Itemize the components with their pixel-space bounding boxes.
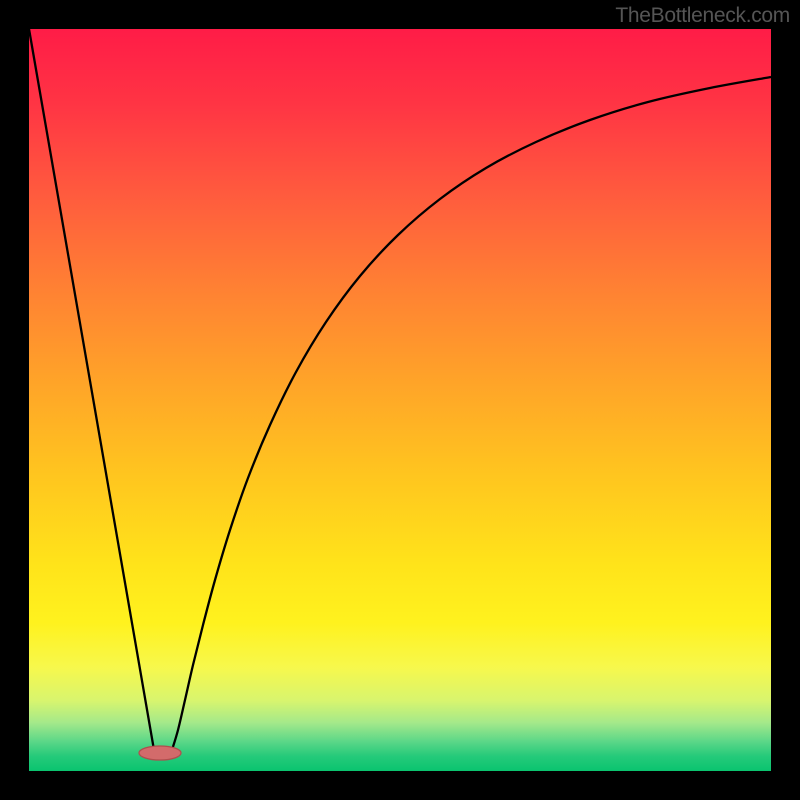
chart-svg — [0, 0, 800, 800]
watermark-text: TheBottleneck.com — [615, 4, 790, 28]
chart-container — [0, 0, 800, 800]
plot-background — [29, 29, 771, 771]
bottleneck-marker — [139, 746, 181, 760]
